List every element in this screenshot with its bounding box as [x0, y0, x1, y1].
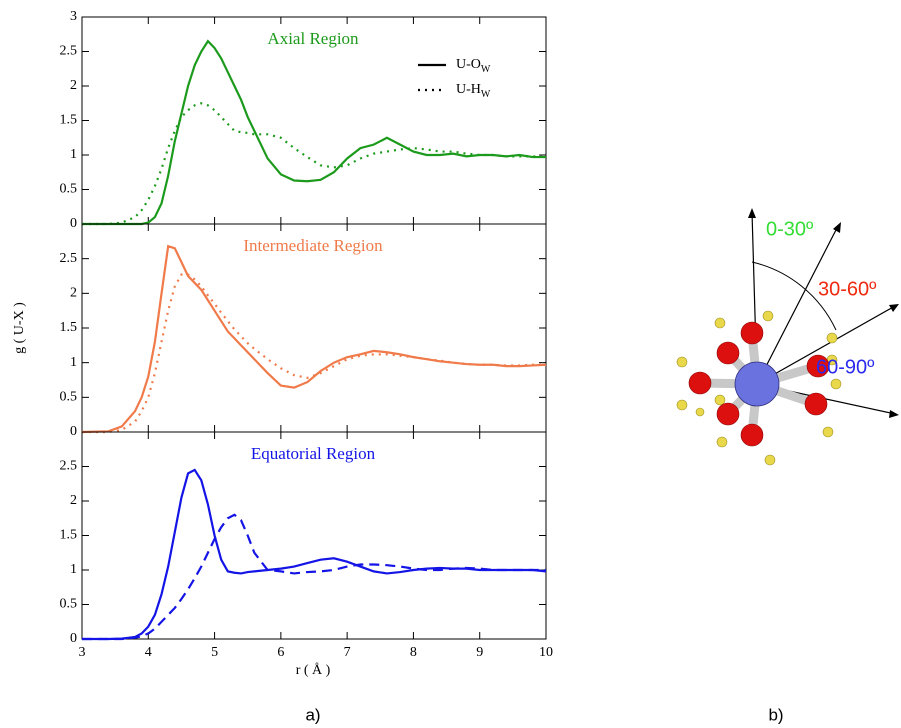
- y-tick-label: 1: [70, 147, 77, 162]
- angle-label: 30-60º: [818, 278, 877, 300]
- x-tick-label: 10: [539, 645, 553, 660]
- y-tick-label: 0.5: [60, 182, 78, 197]
- plot-frame: [82, 17, 546, 224]
- y-tick-label: 3: [70, 9, 77, 24]
- y-tick-label: 1: [70, 355, 77, 370]
- y-axis-label: g ( U-X ): [12, 302, 27, 354]
- y-tick-label: 2: [70, 493, 77, 508]
- x-tick-label: 4: [145, 645, 152, 660]
- x-tick-label: 3: [79, 645, 86, 660]
- x-tick-label: 9: [476, 645, 483, 660]
- data-line: [82, 275, 546, 432]
- legend-label: U-HW: [456, 82, 491, 100]
- x-tick-label: 7: [344, 645, 351, 660]
- y-tick-label: 0: [70, 424, 77, 439]
- y-tick-label: 2: [70, 286, 77, 301]
- y-tick-label: 0.5: [60, 597, 78, 612]
- y-tick-label: 0: [70, 216, 77, 231]
- y-tick-label: 0.5: [60, 390, 78, 405]
- y-tick-label: 1: [70, 562, 77, 577]
- data-line: [82, 470, 546, 639]
- panel-title: Equatorial Region: [251, 444, 376, 463]
- y-tick-label: 2: [70, 78, 77, 93]
- x-tick-label: 5: [211, 645, 218, 660]
- figure: a) b) 0-30º 30-60º 60-90º 0 0.5 1 1.5 2 2.5 3 Axia…: [0, 0, 901, 728]
- plot-frame: [82, 224, 546, 432]
- data-line: [82, 246, 546, 432]
- angle-label: 0-30º: [766, 218, 814, 240]
- molecule: [677, 208, 899, 465]
- angle-label: 60-90º: [816, 356, 875, 378]
- y-tick-label: 0: [70, 631, 77, 646]
- legend-label: U-OW: [456, 57, 491, 75]
- y-tick-label: 2.5: [60, 44, 78, 59]
- y-tick-label: 1.5: [60, 113, 78, 128]
- y-tick-label: 2.5: [60, 459, 78, 474]
- x-tick-label: 6: [277, 645, 284, 660]
- x-tick-label: 8: [410, 645, 417, 660]
- caption: b): [768, 705, 783, 724]
- y-tick-label: 1.5: [60, 320, 78, 335]
- plot-frame: [82, 432, 546, 639]
- y-tick-label: 2.5: [60, 251, 78, 266]
- y-tick-label: 1.5: [60, 528, 78, 543]
- panel-title: Axial Region: [267, 29, 359, 48]
- panel-title: Intermediate Region: [243, 236, 383, 255]
- caption: a): [305, 705, 320, 724]
- x-axis-label: r ( Å ): [296, 662, 331, 678]
- data-line: [82, 103, 546, 224]
